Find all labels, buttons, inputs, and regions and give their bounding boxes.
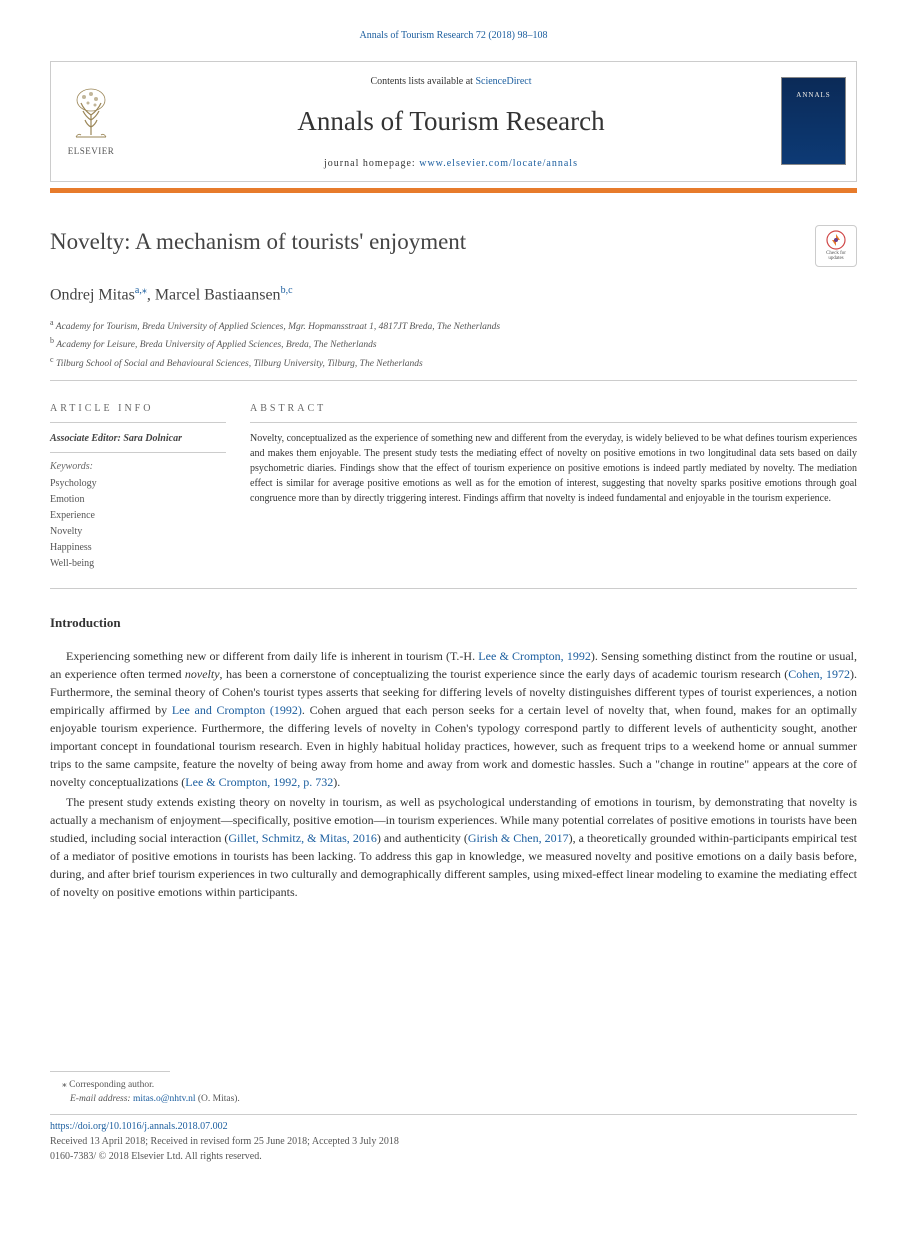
homepage-line: journal homepage: www.elsevier.com/locat… bbox=[141, 156, 761, 171]
abstract-column: ABSTRACT Novelty, conceptualized as the … bbox=[250, 401, 857, 572]
check-updates-badge[interactable]: Check for updates bbox=[815, 225, 857, 267]
check-updates-label: Check for updates bbox=[818, 251, 854, 262]
intro-heading: Introduction bbox=[50, 613, 857, 633]
associate-editor: Associate Editor: Sara Dolnicar bbox=[50, 431, 226, 453]
header-citation: Annals of Tourism Research 72 (2018) 98–… bbox=[50, 28, 857, 43]
article-info-sidebar: ARTICLE INFO Associate Editor: Sara Doln… bbox=[50, 401, 250, 572]
intro-paragraph-2: The present study extends existing theor… bbox=[50, 793, 857, 901]
keyword-item: Psychology bbox=[50, 476, 226, 492]
received-dates: Received 13 April 2018; Received in revi… bbox=[50, 1134, 857, 1149]
author-1-aff-link[interactable]: a, bbox=[135, 285, 142, 296]
elsevier-label: ELSEVIER bbox=[68, 145, 115, 159]
check-updates-icon bbox=[826, 230, 846, 250]
elsevier-tree-icon bbox=[66, 85, 116, 141]
keywords-list: Psychology Emotion Experience Novelty Ha… bbox=[50, 476, 226, 572]
doi-link[interactable]: https://doi.org/10.1016/j.annals.2018.07… bbox=[50, 1119, 857, 1134]
footer-separator bbox=[50, 1114, 857, 1115]
author-2-name: , Marcel Bastiaansen bbox=[147, 286, 281, 303]
journal-cover-cell bbox=[771, 62, 856, 181]
homepage-link[interactable]: www.elsevier.com/locate/annals bbox=[419, 158, 578, 169]
keywords-label: Keywords: bbox=[50, 459, 226, 474]
article-title: Novelty: A mechanism of tourists' enjoym… bbox=[50, 225, 466, 260]
banner-center: Contents lists available at ScienceDirec… bbox=[131, 62, 771, 181]
affiliation-b: b Academy for Leisure, Breda University … bbox=[50, 335, 857, 352]
journal-cover-thumbnail bbox=[781, 77, 846, 165]
publisher-logo-cell: ELSEVIER bbox=[51, 62, 131, 181]
orange-divider-bar bbox=[50, 188, 857, 193]
abstract-text: Novelty, conceptualized as the experienc… bbox=[250, 431, 857, 506]
journal-name: Annals of Tourism Research bbox=[141, 101, 761, 142]
citation-link[interactable]: Girish & Chen, 2017 bbox=[468, 831, 569, 845]
authors-line: Ondrej Mitasa,⁎, Marcel Bastiaansenb,c bbox=[50, 283, 857, 307]
author-2-aff-link[interactable]: b,c bbox=[281, 285, 293, 296]
citation-link[interactable]: Lee and Crompton (1992) bbox=[172, 703, 302, 717]
citation-link[interactable]: Lee & Crompton, 1992, p. 732 bbox=[185, 775, 333, 789]
intro-paragraph-1: Experiencing something new or different … bbox=[50, 647, 857, 791]
footnote-separator bbox=[50, 1071, 170, 1072]
keyword-item: Emotion bbox=[50, 492, 226, 508]
keyword-item: Novelty bbox=[50, 524, 226, 540]
author-1-name: Ondrej Mitas bbox=[50, 286, 135, 303]
affiliation-a: a Academy for Tourism, Breda University … bbox=[50, 317, 857, 334]
corresponding-author-footnote: ⁎ Corresponding author. bbox=[50, 1078, 857, 1092]
contents-line: Contents lists available at ScienceDirec… bbox=[141, 74, 761, 89]
affiliations-block: a Academy for Tourism, Breda University … bbox=[50, 317, 857, 381]
citation-link[interactable]: Lee & Crompton, 1992 bbox=[478, 649, 591, 663]
contents-prefix: Contents lists available at bbox=[370, 76, 475, 87]
affiliation-c: c Tilburg School of Social and Behaviour… bbox=[50, 354, 857, 371]
abstract-heading: ABSTRACT bbox=[250, 401, 857, 423]
journal-banner: ELSEVIER Contents lists available at Sci… bbox=[50, 61, 857, 182]
keyword-item: Well-being bbox=[50, 556, 226, 572]
keyword-item: Happiness bbox=[50, 540, 226, 556]
citation-link[interactable]: Cohen, 1972 bbox=[788, 667, 850, 681]
article-info-heading: ARTICLE INFO bbox=[50, 401, 226, 423]
email-footnote: E-mail address: mitas.o@nhtv.nl (O. Mita… bbox=[50, 1092, 857, 1106]
copyright-line: 0160-7383/ © 2018 Elsevier Ltd. All righ… bbox=[50, 1149, 857, 1164]
keyword-item: Experience bbox=[50, 508, 226, 524]
homepage-prefix: journal homepage: bbox=[324, 158, 419, 169]
sciencedirect-link[interactable]: ScienceDirect bbox=[475, 76, 531, 87]
email-link[interactable]: mitas.o@nhtv.nl bbox=[133, 1094, 196, 1104]
citation-link[interactable]: Gillet, Schmitz, & Mitas, 2016 bbox=[228, 831, 376, 845]
